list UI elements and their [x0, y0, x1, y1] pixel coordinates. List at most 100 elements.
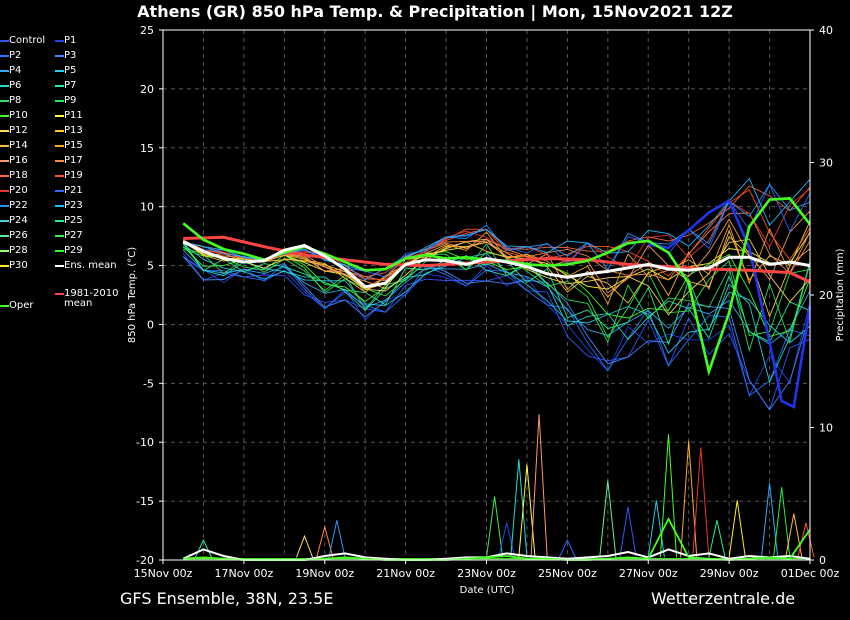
model-info: GFS Ensemble, 38N, 23.5E [120, 589, 334, 608]
legend-label: P18 [9, 170, 28, 181]
y2-tick-label: 30 [819, 157, 833, 170]
legend-label: P4 [9, 65, 22, 76]
legend-swatch [0, 205, 9, 207]
legend-swatch [55, 265, 64, 267]
member-line-3 [182, 256, 811, 397]
legend-swatch [55, 220, 64, 222]
y-axis-label: 850 hPa Temp. (°C) [127, 247, 138, 343]
y-tick-label: 0 [147, 318, 154, 331]
legend-label: P15 [64, 140, 83, 151]
legend-swatch [0, 160, 9, 162]
legend-label: P19 [64, 170, 83, 181]
legend-swatch [55, 40, 64, 42]
member-line-16 [183, 223, 811, 305]
member-line-7 [182, 241, 811, 384]
y2-tick-label: 40 [819, 24, 833, 37]
legend-label: 1981-2010 mean [64, 288, 119, 309]
member-line-2 [182, 256, 811, 397]
member-line-1 [182, 253, 811, 411]
legend-swatch [55, 130, 64, 132]
precip-spike [530, 414, 548, 558]
legend-label: P26 [9, 230, 28, 241]
legend-label: P20 [9, 185, 28, 196]
legend-swatch [0, 175, 9, 177]
legend-swatch [55, 250, 64, 252]
legend-label: Control [9, 35, 46, 46]
legend-label: P17 [64, 155, 83, 166]
precip-spike [295, 534, 314, 558]
legend-swatch [0, 265, 9, 267]
legend: Control P1 P2 P3 P4 P5 P6 P7 P8 P9 P10 P11 P12 P13 P14… [0, 33, 130, 323]
legend-label: P13 [64, 125, 83, 136]
precip-spike [659, 434, 678, 558]
legend-label: P14 [9, 140, 28, 151]
legend-label: P23 [64, 200, 83, 211]
y2-tick-label: 0 [819, 554, 826, 567]
x-axis-label: Date (UTC) [460, 585, 515, 596]
legend-swatch [55, 145, 64, 147]
x-tick-label: 19Nov 00z [295, 567, 354, 580]
chart-title: Athens (GR) 850 hPa Temp. & Precipitatio… [137, 2, 733, 21]
x-tick-label: 15Nov 00z [134, 567, 193, 580]
legend-swatch [0, 40, 9, 42]
legend-label: P28 [9, 245, 28, 256]
precip-layer [182, 414, 815, 561]
y-tick-label: 25 [140, 24, 154, 37]
legend-label: P24 [9, 215, 28, 226]
member-line-4 [182, 256, 811, 411]
legend-swatch [55, 160, 64, 162]
legend-swatch [55, 175, 64, 177]
p1-temp-line [648, 198, 812, 409]
lines-layer [182, 197, 812, 409]
precip-spike [692, 447, 710, 558]
y2-axis-label: Precipitation (mm) [835, 248, 846, 341]
legend-label: P3 [64, 50, 77, 61]
legend-swatch [0, 130, 9, 132]
y2-tick-label: 20 [819, 289, 833, 302]
precip-spike [486, 496, 504, 558]
legend-swatch [0, 145, 9, 147]
y-tick-label: -5 [143, 377, 154, 390]
legend-label: P10 [9, 110, 28, 121]
source-credit: Wetterzentrale.de [651, 589, 796, 608]
precip-spike [797, 522, 815, 558]
legend-label: P6 [9, 80, 22, 91]
legend-swatch [0, 70, 9, 72]
legend-swatch [55, 70, 64, 72]
legend-label: P5 [64, 65, 77, 76]
legend-label: P1 [64, 35, 77, 46]
x-tick-label: 29Nov 00z [700, 567, 759, 580]
legend-swatch [55, 100, 64, 102]
precip-spike [510, 459, 528, 558]
grid-layer [163, 29, 810, 561]
x-tick-label: 17Nov 00z [215, 567, 274, 580]
legend-swatch [0, 250, 9, 252]
x-tick-label: 25Nov 00z [538, 567, 597, 580]
precip-spike [328, 520, 346, 558]
legend-swatch [55, 235, 64, 237]
legend-label: Oper [9, 300, 34, 311]
legend-swatch [0, 220, 9, 222]
member-line-14 [182, 221, 811, 318]
ens-mean-temp-line [182, 240, 811, 289]
y-tick-label: -15 [136, 495, 154, 508]
precip-spike [558, 538, 576, 558]
x-tick-label: 21Nov 00z [376, 567, 435, 580]
y-tick-label: 5 [147, 260, 154, 273]
member-line-15 [182, 229, 811, 298]
legend-swatch [0, 305, 9, 307]
legend-label: P11 [64, 110, 83, 121]
legend-swatch [0, 100, 9, 102]
y2-tick-label: 10 [819, 422, 833, 435]
y-tick-label: -10 [136, 436, 154, 449]
member-line-5 [182, 249, 811, 345]
legend-label: P25 [64, 215, 83, 226]
precip-spike [599, 480, 617, 558]
legend-swatch [55, 293, 64, 295]
legend-swatch [55, 190, 64, 192]
precip-spike [708, 520, 726, 558]
member-line-21 [183, 188, 811, 280]
legend-swatch [0, 190, 9, 192]
oper-temp-line [182, 197, 812, 377]
